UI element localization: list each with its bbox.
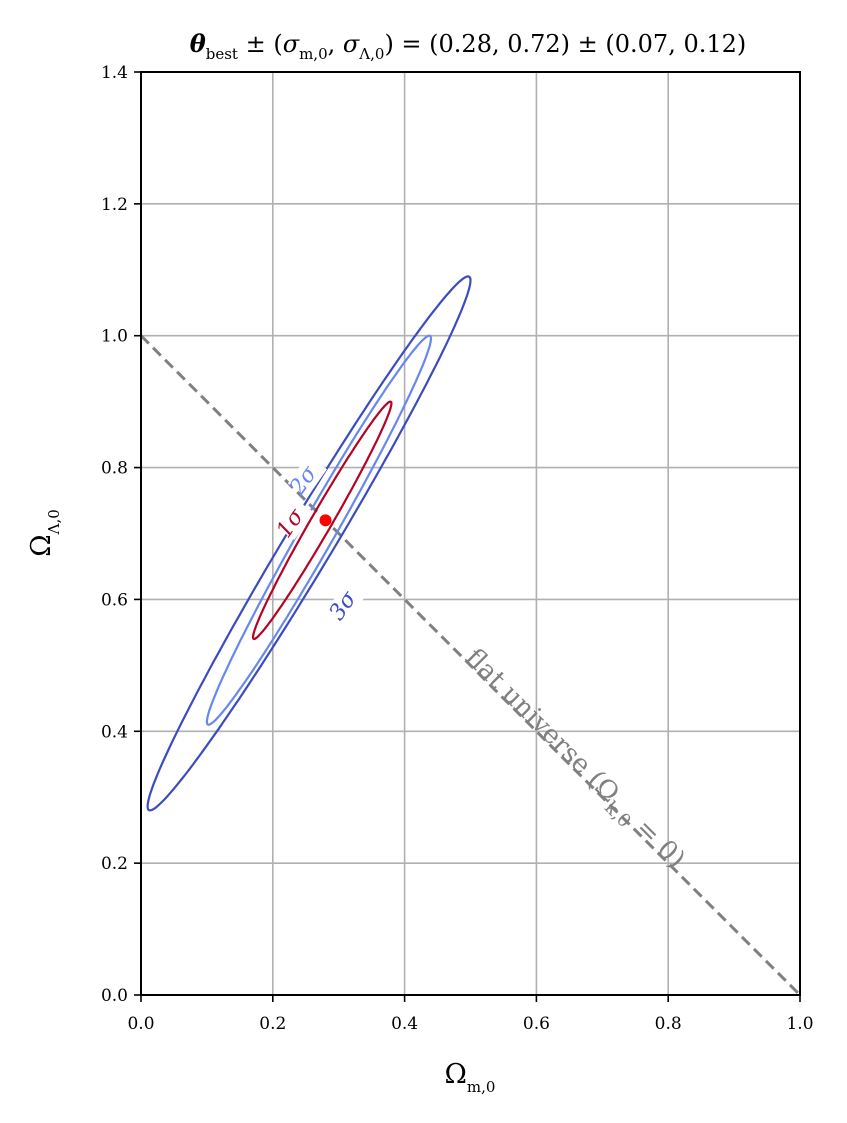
title-comma: , <box>328 30 343 58</box>
grid <box>140 71 801 996</box>
x-tick-label: 0.6 <box>523 1014 550 1034</box>
title-rest: ) = (0.28, 0.72) ± (0.07, 0.12) <box>384 30 746 58</box>
title-pm: ± ( <box>238 30 283 58</box>
title-sigma-m: σ <box>283 30 300 58</box>
contour-label-gap <box>287 455 327 498</box>
y-tick-label: 0.6 <box>101 590 128 610</box>
title-best: best <box>206 45 238 63</box>
y-axis-title: ΩΛ,0 <box>26 509 63 557</box>
contour-2sigma <box>205 334 433 726</box>
flat-universe-label: flat universe (Ωk,0 = 0) <box>456 643 691 878</box>
title-theta: θ <box>190 29 206 58</box>
plot-frame <box>140 71 801 996</box>
x-tick-label: 0.2 <box>259 1014 286 1034</box>
title-sigma-l-sub: Λ,0 <box>358 45 384 63</box>
y-tick-label: 0.8 <box>101 459 128 479</box>
y-tick-label: 0.4 <box>101 722 128 742</box>
x-tick-label: 0.0 <box>127 1014 154 1034</box>
contour-3sigma <box>146 275 472 812</box>
y-tick-label: 0.2 <box>101 854 128 874</box>
best-fit-marker <box>319 514 332 527</box>
chart-title: θbest ± (σm,0, σΛ,0) = (0.28, 0.72) ± (0… <box>190 29 747 63</box>
flat-universe-dashed-line <box>139 334 802 997</box>
contour-label-gap <box>274 498 314 540</box>
x-axis-title: Ωm,0 <box>445 1059 496 1096</box>
title-sigma-m-sub: m,0 <box>299 45 328 63</box>
x-axis-title-main: Ω <box>445 1059 467 1090</box>
flat-label-end: = 0) <box>624 807 691 874</box>
ticks: 0.0 0.2 0.4 0.6 0.8 1.0 0.0 0.2 0.4 0.6 0.8 1.0 1.2 1… <box>101 63 814 1034</box>
best-fit-point <box>319 514 332 527</box>
x-tick-label: 1.0 <box>786 1014 813 1034</box>
title-sigma-l: σ <box>343 30 360 58</box>
x-tick-label: 0.4 <box>391 1014 418 1034</box>
contour-label-gap <box>327 580 367 623</box>
x-tick-label: 0.8 <box>655 1014 682 1034</box>
y-tick-label: 1.4 <box>101 63 128 83</box>
y-axis-title-main: Ω <box>26 534 57 556</box>
y-tick-label: 1.0 <box>101 327 128 347</box>
flat-label-main: flat universe (Ω <box>459 643 625 809</box>
flat-universe-line: flat universe (Ωk,0 = 0) <box>139 334 802 997</box>
y-tick-label: 0.0 <box>101 986 128 1006</box>
y-axis-title-sub: Λ,0 <box>45 509 63 535</box>
y-tick-label: 1.2 <box>101 195 128 215</box>
contour-1sigma <box>251 400 393 641</box>
x-axis-title-sub: m,0 <box>467 1078 496 1096</box>
